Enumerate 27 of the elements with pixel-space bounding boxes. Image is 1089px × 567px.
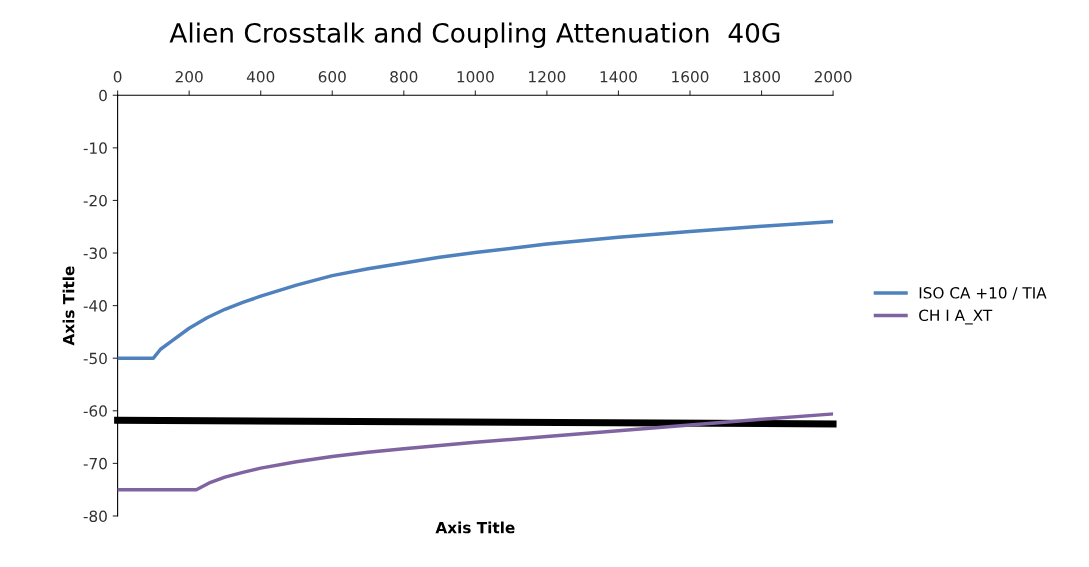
x-axis-title: Axis Title bbox=[435, 521, 515, 534]
x-tick-label: 1000 bbox=[457, 71, 494, 83]
line-series bbox=[117, 219, 834, 360]
line-series bbox=[117, 412, 834, 492]
y-tick-label: -80 bbox=[83, 510, 107, 522]
y-tick-label: 0 bbox=[99, 89, 107, 102]
x-tick-label: 200 bbox=[175, 71, 203, 83]
y-tick-label: -30 bbox=[83, 247, 107, 260]
x-tick-label: 2000 bbox=[814, 71, 852, 83]
x-tick-label: 800 bbox=[390, 71, 418, 83]
y-tick-label: -10 bbox=[83, 142, 107, 154]
x-tick-label: 1200 bbox=[529, 71, 566, 83]
y-tick-label: -50 bbox=[83, 352, 107, 365]
x-tick-label: 0 bbox=[113, 71, 122, 83]
chart-title: Alien Crosstalk and Coupling Attenuation 40G bbox=[169, 22, 780, 48]
x-tick-label: 400 bbox=[246, 71, 275, 83]
x-tick-label: 600 bbox=[318, 71, 346, 83]
x-tick-label: 1600 bbox=[672, 71, 709, 83]
y-tick-label: -20 bbox=[83, 194, 107, 207]
x-tick-label: 1800 bbox=[743, 71, 780, 83]
y-tick-label: -70 bbox=[83, 457, 107, 470]
y-axis-title: Axis Title bbox=[62, 266, 75, 346]
y-tick-label: -60 bbox=[83, 405, 107, 417]
y-tick-label: -40 bbox=[83, 300, 107, 312]
legend-label: ISO CA +10 / TIA bbox=[919, 287, 1047, 300]
legend-label: CH I A_XT bbox=[919, 309, 993, 325]
x-tick-label: 1400 bbox=[600, 71, 637, 83]
